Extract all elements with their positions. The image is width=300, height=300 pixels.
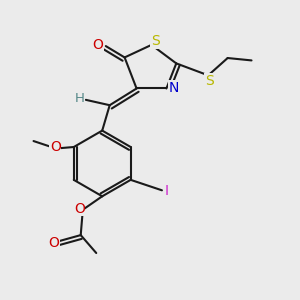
Text: O: O: [93, 38, 104, 52]
Text: O: O: [48, 236, 59, 250]
Text: O: O: [74, 202, 85, 215]
Text: N: N: [169, 81, 179, 95]
Text: I: I: [164, 184, 168, 198]
Text: O: O: [50, 140, 61, 154]
Text: H: H: [74, 92, 84, 105]
Text: S: S: [151, 34, 160, 48]
Text: S: S: [205, 74, 214, 88]
Text: i: i: [164, 184, 168, 198]
